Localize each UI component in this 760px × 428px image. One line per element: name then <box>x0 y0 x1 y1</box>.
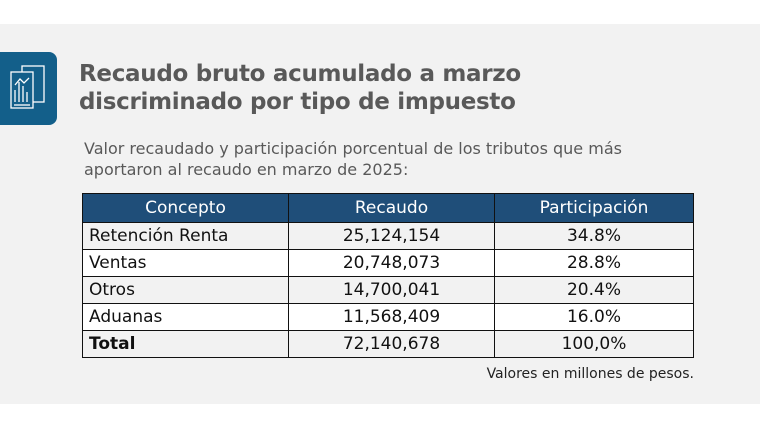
total-row: Total 72,140,678 100,0% <box>82 330 694 358</box>
header-recaudo: Recaudo <box>288 193 495 223</box>
table-row: Aduanas 11,568,409 16.0% <box>82 303 694 331</box>
units-note: Valores en millones de pesos. <box>486 366 694 382</box>
page-title: Recaudo bruto acumulado a marzo discrimin… <box>79 61 521 115</box>
report-chart-icon <box>0 52 57 125</box>
header-concepto: Concepto <box>82 193 289 223</box>
header-participacion: Participación <box>494 193 694 223</box>
cell-concepto: Otros <box>82 276 289 304</box>
table-row: Otros 14,700,041 20.4% <box>82 276 694 304</box>
cell-recaudo: 11,568,409 <box>288 303 495 331</box>
cell-participacion: 28.8% <box>494 249 694 277</box>
cell-recaudo: 20,748,073 <box>288 249 495 277</box>
table-row: Ventas 20,748,073 28.8% <box>82 249 694 277</box>
cell-participacion: 16.0% <box>494 303 694 331</box>
tax-table: Concepto Recaudo Participación Retención… <box>82 193 694 358</box>
table-row: Retención Renta 25,124,154 34.8% <box>82 222 694 250</box>
cell-participacion: 20.4% <box>494 276 694 304</box>
cell-recaudo: 14,700,041 <box>288 276 495 304</box>
cell-concepto: Aduanas <box>82 303 289 331</box>
subtitle: Valor recaudado y participación porcentu… <box>84 139 622 179</box>
table-header: Concepto Recaudo Participación <box>82 193 694 223</box>
cell-participacion: 34.8% <box>494 222 694 250</box>
cell-recaudo: 25,124,154 <box>288 222 495 250</box>
cell-concepto: Ventas <box>82 249 289 277</box>
cell-recaudo: 72,140,678 <box>288 330 495 358</box>
cell-participacion: 100,0% <box>494 330 694 358</box>
cell-concepto: Total <box>82 330 289 358</box>
cell-concepto: Retención Renta <box>82 222 289 250</box>
